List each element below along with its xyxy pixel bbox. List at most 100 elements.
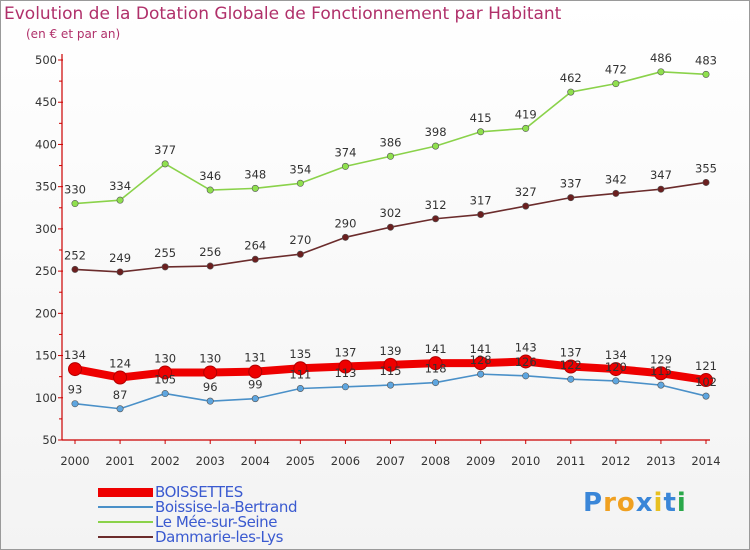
data-label: 419 [515,107,537,121]
data-label: 312 [425,198,447,212]
brand-letter: x [635,488,654,518]
series-point [386,152,394,160]
series-point [296,250,304,258]
x-tick-label: 2009 [466,454,495,468]
series-point [702,392,710,400]
data-label: 346 [199,169,221,183]
data-label: 126 [515,355,537,369]
series-point [251,184,259,192]
series-point [608,362,623,377]
brand-logo: Proxiti [583,488,687,518]
data-label: 137 [334,346,356,360]
data-label: 355 [695,161,717,175]
series-point [567,375,575,383]
data-label: 124 [109,357,131,371]
brand-letter: o [616,488,636,518]
brand-letter: P [583,488,604,518]
series-point [71,400,79,408]
series-point [702,70,710,78]
data-label: 93 [68,383,83,397]
series-point [477,211,485,219]
data-label: 130 [154,351,176,365]
data-label: 398 [425,125,447,139]
data-label: 111 [289,367,311,381]
x-tick-label: 2007 [376,454,405,468]
series-point [653,366,668,381]
data-label: 302 [380,206,402,220]
series-point [612,377,620,385]
series-point [161,390,169,398]
data-label: 334 [109,179,131,193]
series-point [68,362,82,377]
series-point [341,233,349,241]
series-point [161,263,169,271]
series-point [567,194,575,202]
data-label: 120 [605,360,627,374]
series-point [612,80,620,88]
data-label: 99 [248,378,263,392]
series-point [338,359,353,374]
series-point [248,364,263,379]
data-label: 354 [289,162,311,176]
series-point [432,379,440,387]
data-label: 327 [515,185,537,199]
y-tick-label: 50 [42,433,57,447]
series-point [203,365,218,380]
data-label: 129 [650,352,672,366]
data-label: 105 [154,373,176,387]
series-point [296,179,304,187]
y-tick-label: 400 [35,137,57,151]
x-tick-label: 2006 [331,454,360,468]
series-point [296,384,304,392]
data-label: 342 [605,172,627,186]
series-point [428,356,443,371]
data-label: 462 [560,71,582,85]
series-point [161,160,169,168]
y-tick-label: 450 [35,95,57,109]
series-point [206,397,214,405]
x-tick-label: 2008 [421,454,450,468]
x-tick-label: 2010 [511,454,540,468]
legend-label: Dammarie-les-Lys [155,528,284,546]
series-point [563,359,578,374]
data-label: 122 [560,358,582,372]
chart-subtitle: (en € et par an) [26,27,121,41]
data-label: 249 [109,251,131,265]
series-point [477,128,485,136]
legend-swatch [98,506,153,508]
series-point [71,200,79,208]
data-label: 377 [154,143,176,157]
data-labels: 93 87 105 96 99 111 113 115 118 128 126 122 120 115 10… [64,51,717,402]
data-label: 317 [470,194,492,208]
series-point [699,373,713,388]
series-point [251,395,259,403]
legend-label: BOISSETTES [155,483,243,501]
data-label: 374 [334,145,356,159]
data-label: 134 [605,348,627,362]
x-tick-label: 2014 [691,454,720,468]
x-tick-label: 2003 [196,454,225,468]
data-label: 113 [334,366,356,380]
brand-letter: i [676,488,687,518]
chart-title: Evolution de la Dotation Globale de Fonc… [4,4,562,24]
data-label: 87 [113,388,128,402]
y-tick-label: 300 [35,222,57,236]
series-point [293,361,308,376]
legend-label: Boissise-la-Bertrand [155,498,298,516]
series-point [657,381,665,389]
series-point [206,186,214,194]
series-point [657,185,665,193]
data-label: 134 [64,348,86,362]
data-label: 270 [289,233,311,247]
data-label: 141 [470,342,492,356]
series-point [522,124,530,132]
y-tick-label: 100 [35,391,57,405]
data-label: 96 [203,380,218,394]
series-point [522,372,530,380]
series-point [473,356,488,371]
data-label: 137 [560,346,582,360]
data-label: 348 [244,167,266,181]
data-label: 121 [695,359,717,373]
brand-letter: t [663,488,677,518]
